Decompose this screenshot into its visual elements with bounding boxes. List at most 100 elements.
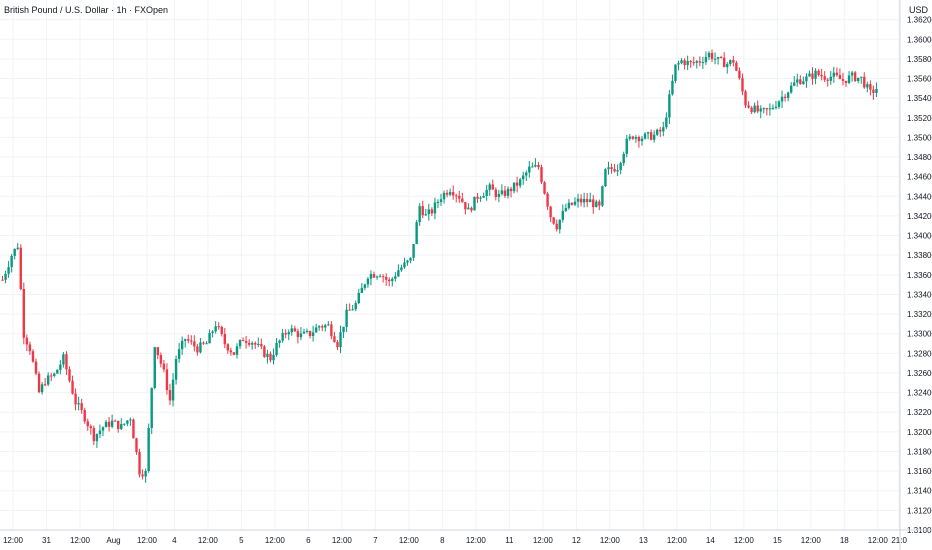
candle-body — [232, 352, 236, 355]
candle-body — [570, 202, 574, 205]
candle-body — [117, 420, 120, 430]
candle-body — [671, 80, 674, 95]
y-tick-label: 1.31200 — [907, 506, 932, 515]
candle-body — [826, 79, 829, 81]
x-tick-label: 12:00 — [137, 536, 158, 545]
candle-body — [321, 326, 324, 328]
x-tick-label: 12 — [572, 536, 581, 545]
y-tick-label: 1.32800 — [907, 349, 932, 358]
candle-body — [196, 346, 199, 353]
candle-body — [62, 354, 65, 365]
y-tick-label: 1.33000 — [907, 330, 932, 339]
candle-body — [77, 403, 80, 405]
candle-body — [455, 195, 458, 197]
candle-body — [467, 207, 470, 210]
candle-body — [223, 334, 226, 345]
candle-body — [838, 75, 842, 80]
candle-body — [16, 247, 19, 249]
x-tick-label: 12:00 — [466, 536, 487, 545]
x-tick-label: 5 — [239, 536, 244, 545]
candle-body — [46, 375, 50, 385]
candle-body — [333, 336, 336, 343]
candle-body — [199, 342, 202, 353]
candle-body — [558, 219, 561, 230]
candle-body — [494, 189, 498, 197]
x-tick-label: 7 — [373, 536, 378, 545]
candle-body — [314, 327, 318, 333]
candle-body — [783, 96, 787, 98]
candle-body — [19, 247, 22, 290]
candle-body — [391, 278, 394, 282]
candle-body — [643, 133, 647, 139]
candle-body — [564, 208, 568, 211]
candle-body — [184, 339, 187, 341]
candle-body — [244, 341, 248, 343]
y-tick-label: 1.35600 — [907, 75, 932, 84]
candle-body — [576, 198, 580, 202]
candle-body — [293, 328, 297, 332]
candle-body — [235, 346, 239, 355]
candle-body — [442, 192, 446, 200]
candle-body — [659, 129, 662, 132]
candle-body — [601, 186, 604, 206]
candle-body — [317, 326, 321, 328]
candle-body — [394, 276, 397, 279]
candle-body — [180, 340, 184, 350]
x-tick-label: 12:00 — [868, 536, 889, 545]
candle-body — [793, 82, 796, 86]
candle-body — [716, 57, 720, 59]
candle-body — [403, 262, 406, 268]
candle-body — [573, 201, 577, 205]
y-tick-label: 1.36200 — [907, 16, 932, 25]
candle-body — [43, 384, 47, 386]
candle-body — [476, 196, 479, 199]
candle-body — [771, 107, 775, 109]
candle-body — [132, 419, 135, 439]
y-tick-label: 1.34400 — [907, 192, 932, 201]
candle-body — [448, 192, 452, 195]
candle-body — [144, 470, 147, 477]
candle-body — [561, 210, 565, 220]
candle-body — [409, 257, 412, 261]
candle-body — [872, 89, 875, 93]
x-tick-label: 12:00 — [667, 536, 688, 545]
candle-body — [768, 108, 772, 110]
x-tick-label: 12:00 — [265, 536, 286, 545]
candle-body — [525, 172, 528, 176]
candle-body — [515, 182, 519, 186]
candle-body — [640, 138, 644, 142]
candle-body — [363, 284, 367, 288]
y-tick-label: 1.35400 — [907, 94, 932, 103]
y-tick-label: 1.35000 — [907, 133, 932, 142]
candle-body — [217, 326, 220, 328]
candle-body — [83, 410, 86, 422]
candle-body — [324, 325, 327, 328]
candle-body — [710, 52, 714, 60]
candle-body — [509, 188, 513, 192]
candle-body — [829, 76, 832, 81]
candle-body — [613, 169, 616, 172]
candle-body — [205, 343, 208, 345]
candle-body — [619, 163, 622, 171]
candle-body — [518, 179, 522, 186]
candle-body — [649, 132, 653, 140]
candle-body — [808, 73, 811, 77]
candle-body — [585, 198, 589, 203]
candle-body — [592, 199, 595, 208]
x-tick-label: 12:00 — [801, 536, 822, 545]
candle-body — [567, 202, 571, 209]
candle-body — [162, 363, 166, 370]
candle-body — [789, 85, 793, 93]
candle-body — [171, 379, 175, 401]
candle-body — [330, 324, 333, 337]
candle-body — [1, 279, 4, 281]
candle-body — [841, 79, 845, 81]
candle-body — [31, 351, 35, 362]
candle-body — [582, 198, 586, 203]
candle-body — [543, 182, 546, 194]
candle-body — [147, 427, 150, 471]
candle-body — [485, 189, 488, 196]
candle-body — [668, 94, 671, 118]
